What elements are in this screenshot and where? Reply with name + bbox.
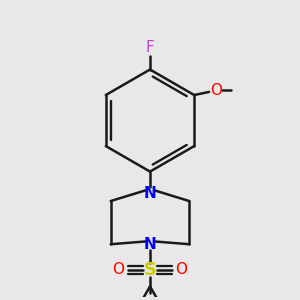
Text: O: O xyxy=(112,262,124,277)
Text: O: O xyxy=(176,262,188,277)
Text: O: O xyxy=(210,83,222,98)
Text: N: N xyxy=(144,237,156,252)
Text: F: F xyxy=(146,40,154,56)
Text: N: N xyxy=(144,186,156,201)
Text: S: S xyxy=(143,261,157,279)
